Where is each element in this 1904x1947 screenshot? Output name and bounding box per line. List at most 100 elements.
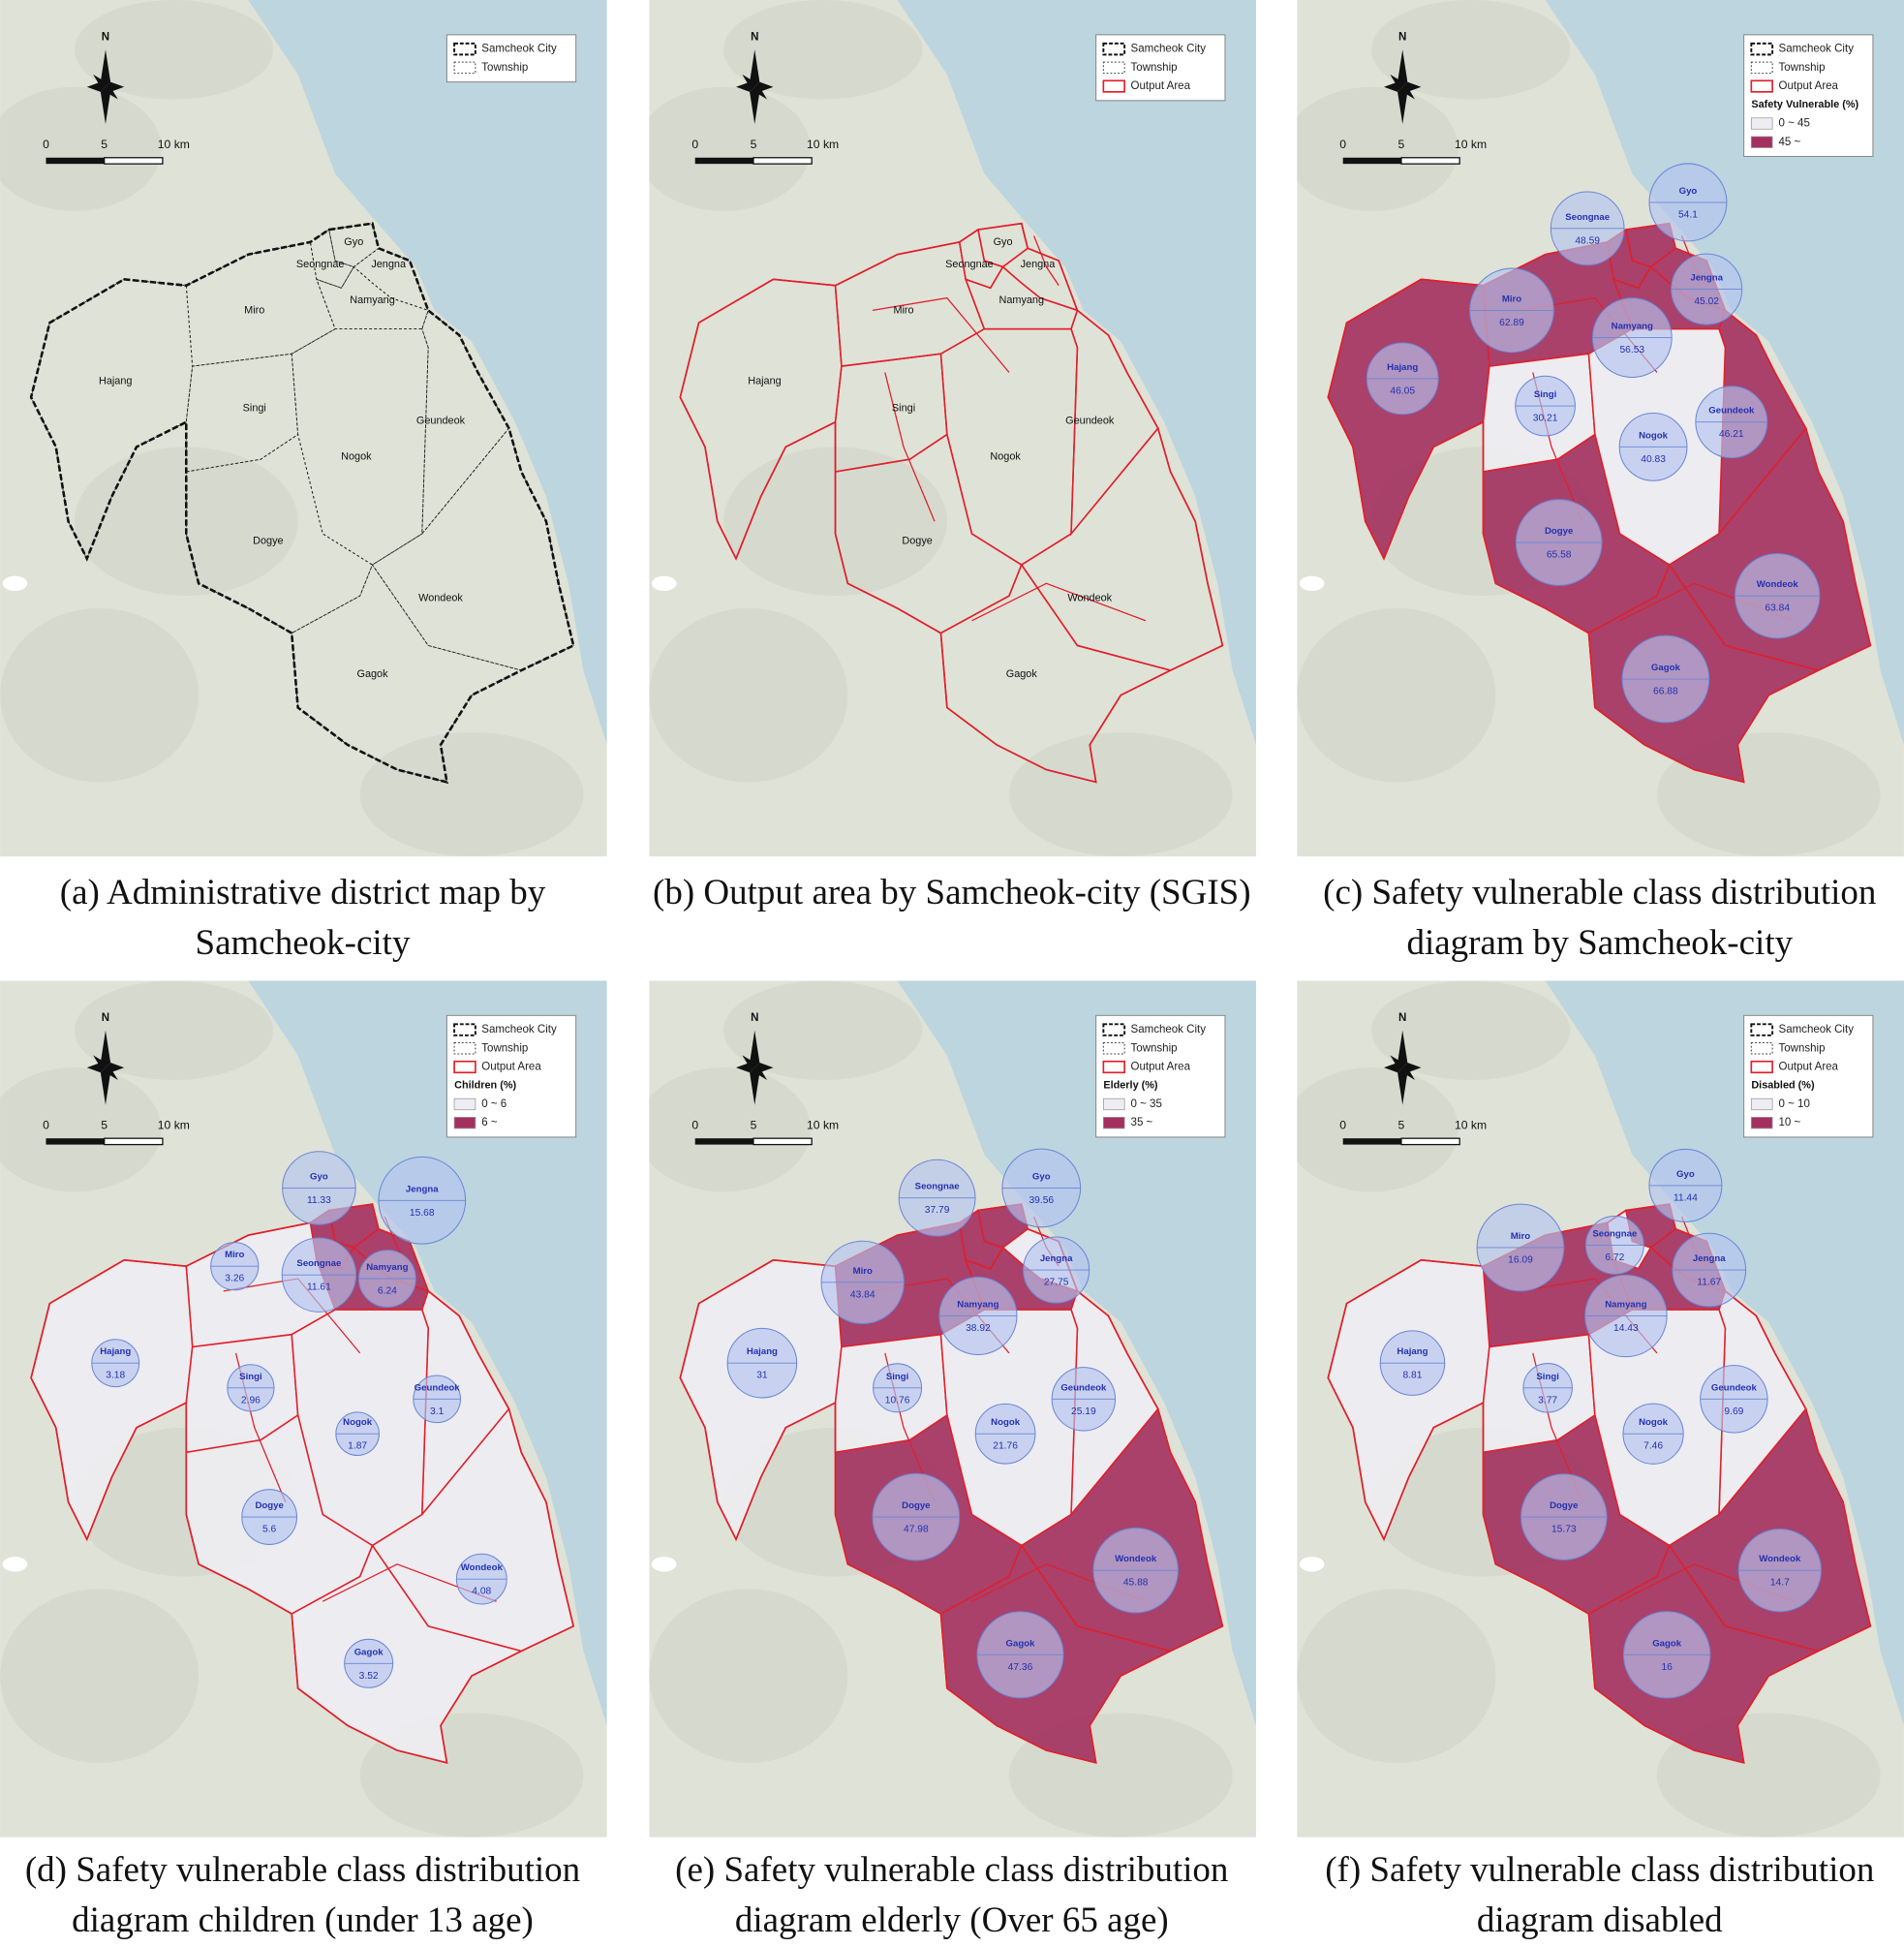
district-value: 62.89: [1499, 318, 1524, 328]
legend-label: Township: [1779, 62, 1826, 74]
district-value: 31: [756, 1371, 768, 1381]
legend-label: Samcheok City: [1779, 1024, 1855, 1035]
district-label: Jengna: [1040, 1253, 1073, 1264]
legend-symbol: [1102, 61, 1125, 75]
district-label: Geundeok: [1060, 1382, 1107, 1393]
scale-bar: [104, 157, 164, 165]
district-label: Nogok: [990, 450, 1021, 462]
legend-symbol: [1750, 61, 1773, 75]
district-value: 11.33: [307, 1195, 331, 1206]
district-label: Namyang: [1605, 1299, 1646, 1310]
district-label: Hajang: [99, 375, 132, 386]
legend-label: Samcheok City: [1779, 44, 1855, 55]
district-value: 43.84: [850, 1289, 875, 1300]
scale-label: 5: [751, 1119, 757, 1132]
caption: (a) Administrative district map by Samch…: [59, 873, 546, 963]
sea: [1545, 980, 1904, 1726]
district-value: 45.02: [1694, 296, 1719, 307]
city-boundary: [679, 222, 1224, 784]
scale-label: 0: [691, 138, 698, 151]
district-value: 14.43: [1613, 1323, 1639, 1334]
district-value: 7.46: [1643, 1441, 1663, 1452]
district-label: Geundeok: [415, 1382, 461, 1393]
district-value: 39.56: [1029, 1195, 1054, 1206]
city-boundary: [1327, 1203, 1872, 1764]
district-value: 21.76: [993, 1441, 1018, 1452]
district-label: Wondeok: [1757, 579, 1799, 590]
district-value: 46.21: [1719, 429, 1744, 440]
scale-label: 5: [101, 138, 107, 151]
district-value: 9.69: [1724, 1406, 1743, 1417]
terrain-shade: [0, 1067, 162, 1192]
scale-bar: [104, 1137, 164, 1146]
district-value: 54.1: [1678, 209, 1698, 220]
district-value: 37.79: [925, 1205, 950, 1216]
scale-bar: [752, 1137, 813, 1146]
district-value: 30.21: [1533, 414, 1558, 424]
district-value: 48.59: [1575, 235, 1600, 246]
legend-title: Children (%): [454, 1080, 516, 1092]
district-label: Jengna: [1693, 1253, 1726, 1264]
terrain-shade: [74, 0, 273, 100]
district-label: Gagok: [1652, 1638, 1682, 1649]
district-label: Gyo: [310, 1171, 328, 1182]
city-boundary: [30, 1203, 575, 1764]
district-label: Singi: [892, 403, 915, 415]
legend-label: Township: [481, 1042, 528, 1054]
scale-bar: [1342, 1138, 1401, 1145]
district-label: Jengna: [1690, 273, 1723, 284]
sea: [248, 980, 607, 1726]
district-label: Singi: [886, 1372, 909, 1382]
district-label: Wondeok: [418, 593, 463, 604]
lake: [2, 575, 28, 592]
district-value: 8.81: [1402, 1371, 1422, 1381]
lake: [2, 1557, 28, 1572]
terrain-shade: [74, 980, 273, 1080]
district-value: 45.88: [1123, 1578, 1149, 1589]
district-label: Miro: [1511, 1231, 1530, 1242]
scale-bar: [1400, 1137, 1460, 1146]
output-area-line: [971, 582, 1147, 622]
terrain-shade: [649, 607, 848, 783]
scale-bar: [694, 157, 753, 165]
district-label: Singi: [239, 1372, 262, 1382]
district-label: Namyang: [957, 1299, 998, 1310]
output-area-line: [884, 372, 936, 522]
lake: [1299, 575, 1325, 592]
district-label: Singi: [1534, 389, 1556, 400]
district-label: Jengna: [1021, 259, 1057, 270]
north-arrow: [750, 1030, 760, 1068]
district-value: 2.96: [241, 1395, 261, 1406]
district-label: Jengna: [371, 259, 407, 270]
north-arrow: [750, 49, 760, 87]
north-arrow: [754, 1067, 768, 1080]
terrain-shade: [723, 980, 923, 1080]
scale-label: 10 km: [1455, 1119, 1487, 1132]
district-value: 1.87: [348, 1441, 367, 1452]
legend-label: Output Area: [1779, 1062, 1839, 1073]
legend-symbol: [1102, 1060, 1125, 1074]
legend-label: Output Area: [1779, 80, 1839, 92]
north-arrow: [93, 74, 106, 87]
district-label: Jengna: [406, 1184, 439, 1194]
district-value: 14.7: [1770, 1578, 1790, 1589]
legend-label: Township: [481, 62, 528, 74]
district-label: Namyang: [998, 294, 1044, 306]
sea: [897, 0, 1256, 745]
district-label: Nogok: [1639, 430, 1669, 441]
map-panel: Gyo 39.56 Seongnae 37.79 Jengna 27.75 Namyang 3…: [649, 980, 1256, 1838]
district-value: 3.26: [225, 1274, 244, 1284]
scale-label: 5: [101, 1119, 107, 1132]
legend-label: Samcheok City: [1131, 1024, 1207, 1035]
district-label: Miro: [225, 1250, 244, 1260]
district-label: Wondeok: [1067, 593, 1112, 604]
district-label: Dogye: [255, 1500, 284, 1511]
district: [291, 564, 523, 783]
district-label: Gagok: [354, 1647, 384, 1657]
terrain-shade: [1297, 1067, 1459, 1192]
district-label: Namyang: [366, 1262, 408, 1273]
legend-title: Elderly (%): [1103, 1080, 1158, 1092]
lake: [1299, 1557, 1325, 1572]
legend-symbol: [1102, 79, 1125, 93]
